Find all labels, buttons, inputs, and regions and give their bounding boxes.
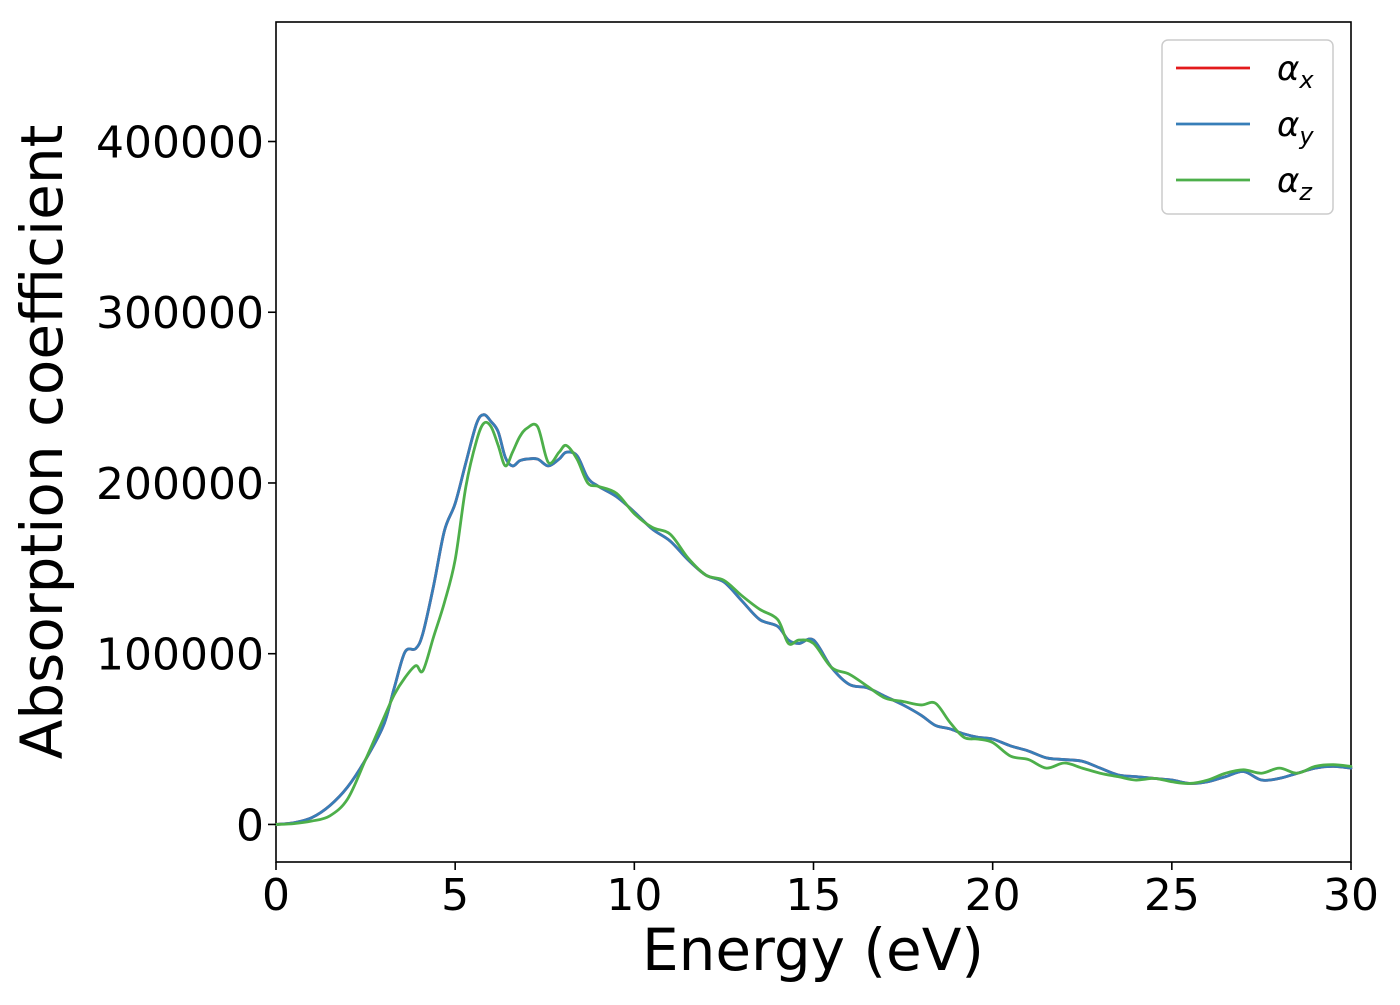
series-line-x: [274, 413, 1353, 826]
y-axis-title: Absorption coefficient: [8, 125, 76, 760]
x-tick-label: 20: [965, 870, 1021, 921]
x-tick-label: 25: [1144, 870, 1200, 921]
legend-label-subscript: y: [1298, 122, 1314, 150]
y-tick-label: 100000: [96, 630, 264, 681]
x-tick-label: 10: [606, 870, 662, 921]
legend-label-base: α: [1277, 105, 1299, 145]
legend-label-subscript: x: [1298, 66, 1314, 94]
y-tick-label: 300000: [96, 288, 264, 339]
legend-label-base: α: [1277, 161, 1299, 201]
legend-label-y: αy: [1277, 105, 1314, 150]
x-axis: 0 5 10 15 20 25 30: [262, 862, 1379, 921]
legend-label-z: αz: [1277, 161, 1313, 206]
series-line-z: [274, 420, 1353, 826]
x-tick-label: 30: [1323, 870, 1379, 921]
legend-label-x: αx: [1277, 49, 1314, 94]
x-axis-title: Energy (eV): [642, 916, 984, 984]
series-line-y: [274, 413, 1353, 826]
y-tick-label: 400000: [96, 118, 264, 169]
x-tick-label: 15: [786, 870, 842, 921]
y-tick-label: 200000: [96, 459, 264, 510]
y-tick-label: 0: [236, 800, 264, 851]
legend-box: [1161, 39, 1334, 215]
y-axis: 0 100000 200000 300000 400000: [96, 118, 276, 851]
legend-label-subscript: z: [1298, 178, 1313, 206]
series-layer: [274, 413, 1353, 826]
legend-label-base: α: [1277, 49, 1299, 89]
x-tick-label: 5: [441, 870, 469, 921]
x-tick-label: 0: [262, 870, 290, 921]
